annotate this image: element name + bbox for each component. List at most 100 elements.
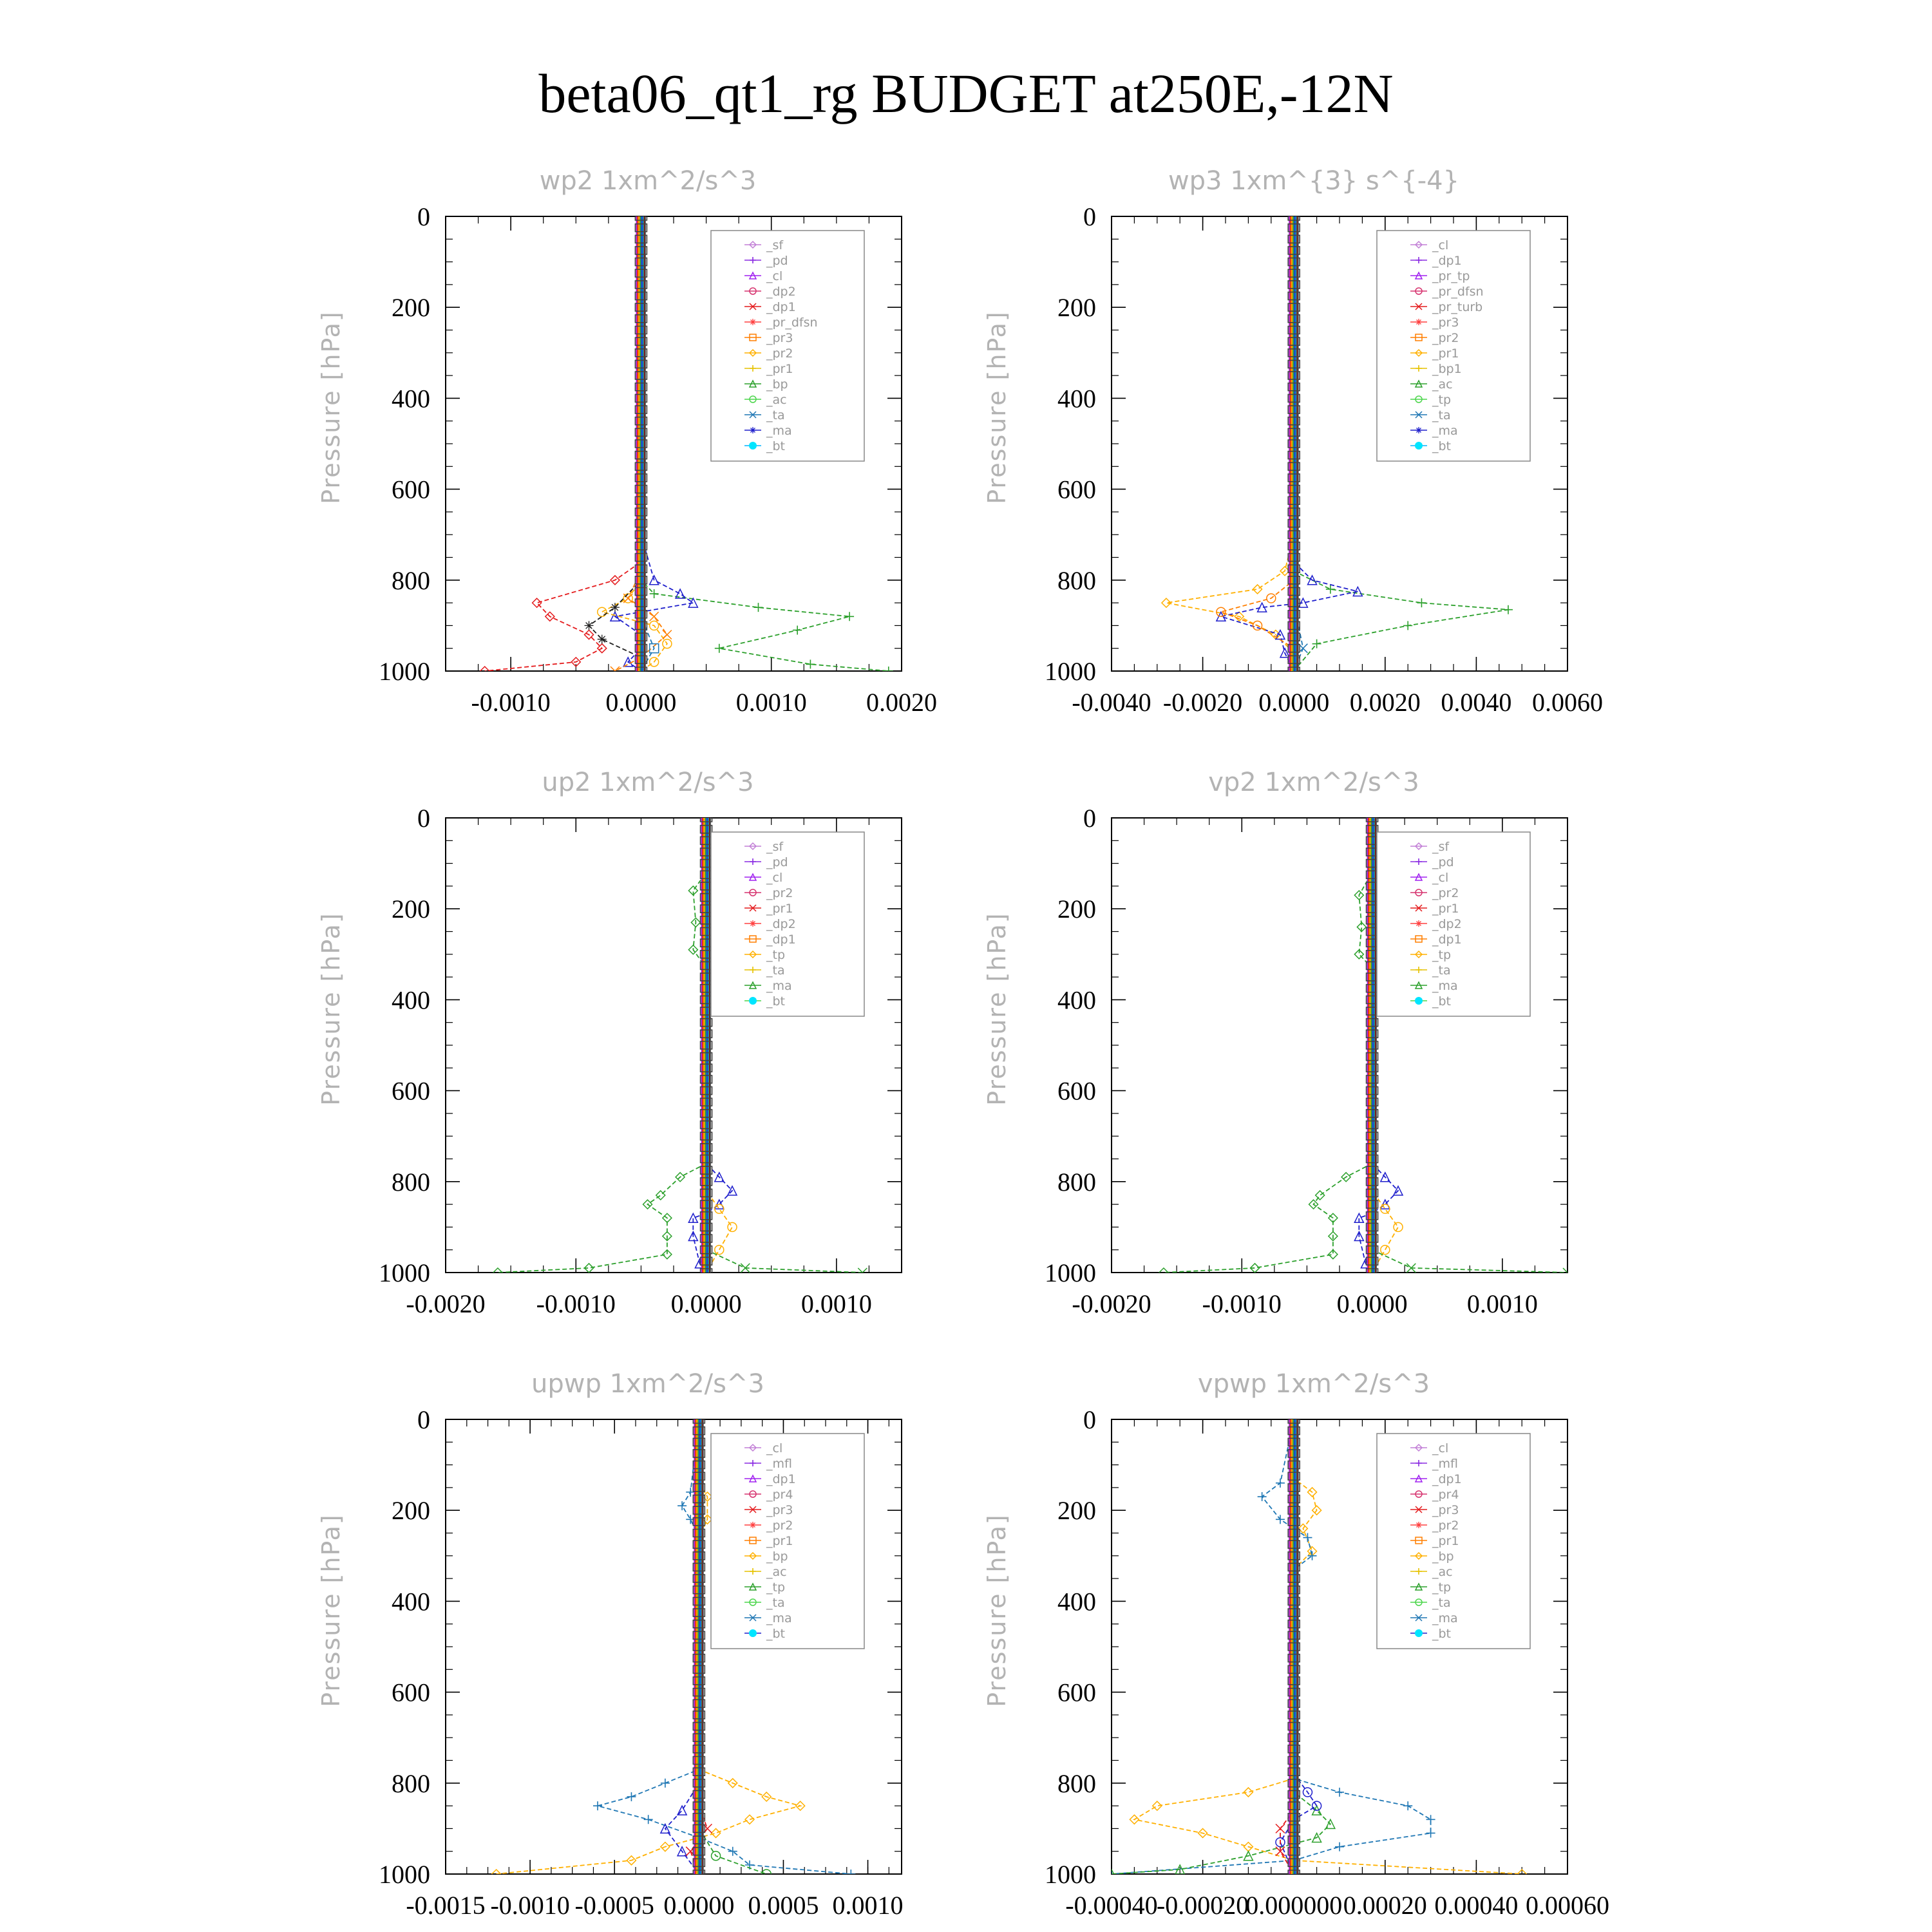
legend-entry: _pr2 [1432, 1519, 1459, 1533]
zero-profile-marker [634, 280, 648, 289]
zero-profile-marker [634, 325, 648, 335]
x-tick-label: 0.0010 [736, 688, 807, 717]
zero-profile-marker [699, 1245, 713, 1255]
zero-profile-marker [1287, 1551, 1300, 1560]
data-point-_tp [1307, 1551, 1317, 1560]
zero-profile-marker [692, 1460, 706, 1470]
legend-entry: _pr_turb [1432, 300, 1482, 314]
x-tick-label: -0.0010 [1202, 1289, 1282, 1318]
zero-profile-marker [1287, 405, 1300, 414]
legend-entry: _pr3 [1432, 1503, 1459, 1517]
zero-profile-marker [1287, 450, 1300, 460]
legend-entry: _ta [766, 408, 785, 422]
data-point-_ta [714, 1171, 725, 1182]
zero-profile-marker [634, 416, 648, 426]
zero-profile-marker [692, 1699, 706, 1709]
legend-marker [1414, 873, 1423, 881]
data-point-_bp [1175, 1864, 1186, 1874]
legend-marker [1415, 889, 1423, 896]
zero-profile-marker [634, 439, 648, 448]
x-tick-label: 0.0040 [1441, 688, 1511, 717]
legend-entry: _ac [766, 1565, 787, 1579]
zero-profiles [634, 216, 648, 671]
plot-area [492, 818, 867, 1273]
data-point-_dp1 [661, 1231, 672, 1242]
zero-profile-marker [1287, 1494, 1300, 1504]
x-tick-label: 0.0000 [1337, 1289, 1408, 1318]
legend-entry: _bt [1432, 439, 1451, 453]
legend-entry: _pr2 [766, 1519, 793, 1533]
zero-profile-marker [692, 1687, 706, 1697]
zero-profile-marker [1287, 1642, 1300, 1651]
data-point-_pr1 [795, 1801, 806, 1812]
zero-profile-marker [1287, 621, 1300, 630]
series-line-_bp [698, 1419, 767, 1874]
data-point-_dp1 [1341, 1171, 1352, 1182]
legend-marker [748, 348, 757, 357]
legend-marker [1416, 257, 1422, 263]
y-tick-label: 0 [1083, 804, 1096, 833]
zero-profile-marker [1365, 1132, 1379, 1141]
zero-profile-marker [699, 1256, 713, 1266]
data-point-_ta [688, 1212, 699, 1224]
legend-entry: _ac [1432, 1565, 1453, 1579]
legend-marker [749, 411, 757, 419]
data-point-_ta [622, 656, 634, 667]
x-tick-label: 0.0000 [663, 1891, 734, 1920]
x-tick-label: -0.0020 [1163, 688, 1242, 717]
zero-profile-marker [1365, 1188, 1379, 1198]
data-point-_pr1 [1160, 598, 1172, 609]
zero-profile-marker [1365, 1268, 1379, 1273]
x-tick-label: 0.00020 [1343, 1891, 1427, 1920]
legend-marker [749, 1537, 757, 1544]
zero-profile-marker [699, 1154, 713, 1164]
zero-profile-marker [1365, 1177, 1379, 1186]
data-point-_dp1 [642, 1199, 653, 1210]
zero-profile-marker [699, 1166, 713, 1175]
data-point-_pr4 [1275, 1846, 1285, 1857]
series-line-_pr2 [1218, 216, 1295, 671]
zero-profile-marker [1365, 1120, 1379, 1130]
legend-entry: _ta [766, 1596, 785, 1610]
data-point-_ta [1302, 1787, 1313, 1797]
zero-profile-marker [1287, 507, 1300, 516]
data-point-_pr1 [626, 1855, 637, 1866]
y-tick-label: 200 [1057, 1496, 1096, 1525]
zero-profile-marker [692, 1870, 706, 1874]
zero-profile-marker [634, 359, 648, 369]
zero-profile-marker [1365, 1143, 1379, 1152]
zero-profile-marker [634, 257, 648, 267]
legend-marker [1414, 842, 1423, 851]
data-point-_pr2 [1380, 1204, 1390, 1214]
y-axis-label: Pressure [hPa] [317, 912, 345, 1106]
data-point-_ta [1354, 1212, 1365, 1224]
data-point-_dp1 [544, 611, 555, 622]
zero-profile-marker [1287, 257, 1300, 267]
zero-profile-marker [692, 1733, 706, 1742]
legend-marker [749, 935, 757, 943]
zero-profile-marker [1287, 1596, 1300, 1606]
zero-profile-marker [692, 1596, 706, 1606]
data-point-_tp [1303, 1533, 1312, 1542]
x-tick-label: -0.0020 [406, 1289, 485, 1318]
data-point-_dp2 [857, 1267, 867, 1273]
legend-entry: _tp [766, 948, 785, 962]
zero-profile-marker [1365, 1200, 1379, 1209]
data-point-_ac [584, 621, 594, 630]
legend-marker [749, 287, 757, 295]
legend-entry: _pr1 [1432, 902, 1459, 916]
zero-profile-marker [692, 1483, 706, 1492]
data-point-_ta [1298, 597, 1309, 608]
data-point-_dp1 [690, 917, 701, 928]
x-tick-label: -0.0010 [490, 1891, 569, 1920]
zero-profile-marker [1287, 1676, 1300, 1685]
y-axis-label: Pressure [hPa] [983, 912, 1011, 1106]
data-point-_pr2 [1393, 1222, 1403, 1233]
data-point-_ta [659, 1823, 671, 1834]
data-point-_pr3 [623, 593, 633, 603]
zero-profile-marker [1287, 598, 1300, 607]
zero-profile-marker [1287, 655, 1300, 665]
data-point-_dp1 [1354, 949, 1365, 960]
legend-entry: _pr4 [766, 1488, 793, 1502]
legend-entry: _cl [766, 1441, 782, 1455]
